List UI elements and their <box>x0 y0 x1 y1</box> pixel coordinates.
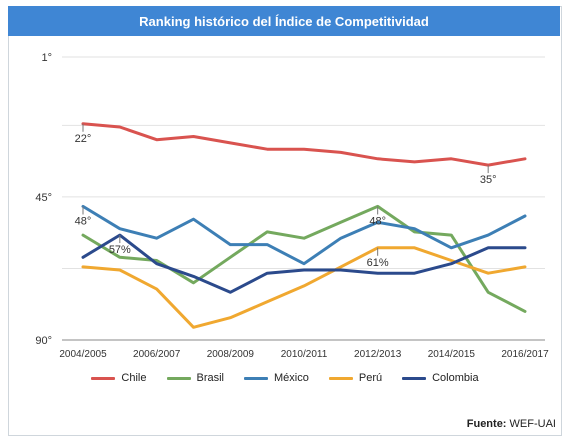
source-note: Fuente: WEF-UAI <box>467 418 556 430</box>
x-tick-label: 2016/2017 <box>501 349 549 360</box>
y-tick-label: 45° <box>35 192 52 204</box>
y-tick-label: 1° <box>41 52 52 64</box>
legend-label: Chile <box>121 372 147 384</box>
x-tick-label: 2006/2007 <box>133 349 181 360</box>
legend-swatch <box>244 376 269 380</box>
x-tick-label: 2010/2011 <box>281 349 328 360</box>
series-line-mxico <box>81 204 527 266</box>
series-line-colombia <box>81 233 527 294</box>
legend-swatch <box>91 376 116 380</box>
y-tick-label: 90° <box>35 335 52 347</box>
legend-label: Colombia <box>432 372 479 384</box>
legend-swatch <box>328 376 353 380</box>
legend-item: Chile <box>91 372 147 384</box>
data-label: 22° <box>75 133 92 145</box>
chart-frame <box>8 6 562 436</box>
legend-item: Colombia <box>402 372 479 384</box>
legend: Chile Brasil México Perú Colombia <box>0 372 570 384</box>
legend-item: Brasil <box>166 372 225 384</box>
legend-item: México <box>244 372 309 384</box>
legend-swatch <box>166 376 191 380</box>
series-line-brasil <box>81 204 527 313</box>
legend-label: México <box>274 372 309 384</box>
x-tick-label: 2008/2009 <box>207 349 255 360</box>
data-label: 48° <box>75 215 92 227</box>
legend-label: Brasil <box>196 372 225 384</box>
legend-item: Perú <box>328 372 383 384</box>
x-tick-label: 2012/2013 <box>354 349 402 360</box>
x-tick-label: 2004/2005 <box>59 349 107 360</box>
source-value: WEF-UAI <box>509 418 556 430</box>
chart-title: Ranking histórico del Índice de Competit… <box>8 6 560 36</box>
x-tick-label: 2014/2015 <box>428 349 476 360</box>
series-line-per <box>81 246 527 329</box>
data-label: 35° <box>480 174 497 186</box>
source-label: Fuente: <box>466 418 507 430</box>
legend-swatch <box>402 376 427 380</box>
legend-label: Perú <box>358 372 383 384</box>
data-label: 57% <box>109 244 131 256</box>
series-line-chile <box>81 122 527 167</box>
data-label: 48° <box>369 215 386 227</box>
data-label: 61% <box>367 257 389 269</box>
